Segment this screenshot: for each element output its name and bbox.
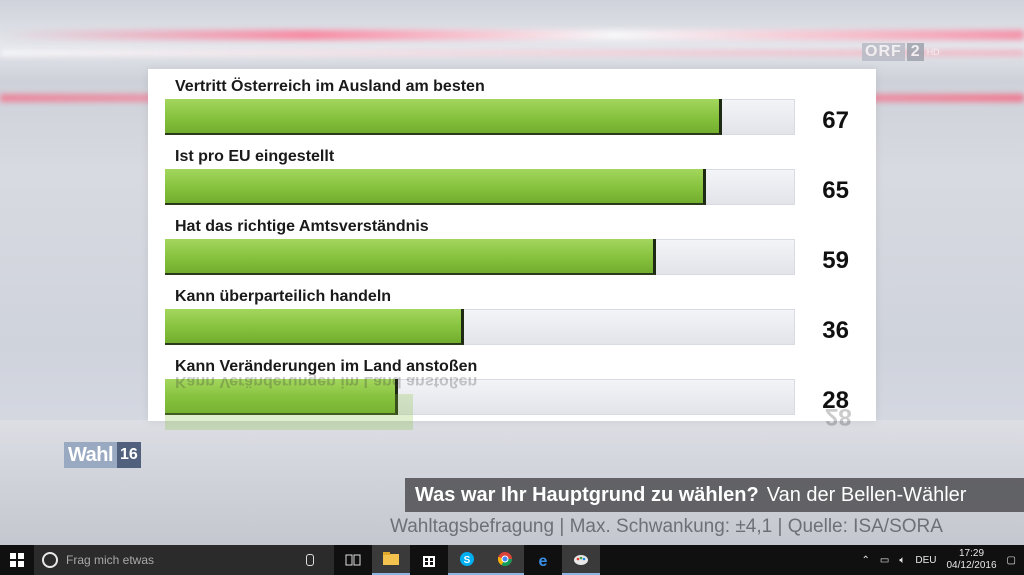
wahl-logo-word: Wahl <box>64 442 118 468</box>
caption-segment: Van der Bellen-Wähler <box>766 484 967 506</box>
caption-question: Was war Ihr Hauptgrund zu wählen? <box>415 484 759 506</box>
cortana-search-box[interactable]: Frag mich etwas <box>34 545 334 575</box>
system-tray: ⌃ ▭ 🔈︎ DEU 17:29 04/12/2016 ▢ <box>862 548 1024 572</box>
bar <box>165 169 706 205</box>
clock-date: 04/12/2016 <box>946 560 997 571</box>
reflection-value: 28 <box>825 403 852 430</box>
orf-logo-number: 2 <box>906 43 924 61</box>
cortana-icon <box>42 552 58 568</box>
svg-text:e: e <box>539 553 548 568</box>
orf-logo-text: ORF <box>862 43 905 61</box>
orf-logo-hd: HD <box>926 47 940 57</box>
bar <box>165 239 656 275</box>
clock-time: 17:29 <box>959 548 985 559</box>
microphone-icon[interactable] <box>306 554 314 566</box>
search-placeholder: Frag mich etwas <box>66 553 155 567</box>
background-streak <box>0 30 1024 40</box>
bar <box>165 309 464 345</box>
notification-icon[interactable]: ▢ <box>1006 554 1016 566</box>
skype-icon[interactable]: S <box>448 545 486 575</box>
bar-label: Kann überparteilich handeln <box>175 288 392 305</box>
bar <box>165 379 398 415</box>
background-streak <box>0 50 1024 56</box>
caption-bar: Was war Ihr Hauptgrund zu wählen? Van der… <box>405 478 1024 512</box>
caption-source: Wahltagsbefragung | Max. Schwankung: ±4,… <box>390 516 943 537</box>
start-button[interactable] <box>0 545 34 575</box>
reflection-label: Kann Veränderungen im Land anstoßen <box>175 373 478 390</box>
orf2-logo: ORF 2 HD <box>862 42 940 62</box>
chevron-up-icon[interactable]: ⌃ <box>861 554 870 566</box>
store-icon[interactable] <box>410 545 448 575</box>
chrome-icon[interactable] <box>486 545 524 575</box>
windows-taskbar: Frag mich etwas S e ⌃ ▭ 🔈︎ DEU 17:29 04/… <box>0 545 1024 575</box>
task-view-icon[interactable] <box>334 545 372 575</box>
volume-icon[interactable]: 🔈︎ <box>899 554 906 566</box>
svg-text:S: S <box>464 555 471 566</box>
windows-icon <box>10 553 24 567</box>
clock[interactable]: 17:29 04/12/2016 <box>946 548 996 572</box>
bar-label: Vertritt Österreich im Ausland am besten <box>175 78 485 95</box>
paint-icon[interactable] <box>562 545 600 575</box>
file-explorer-icon[interactable] <box>372 545 410 575</box>
bar-value-label: 67 <box>797 104 855 138</box>
language-indicator[interactable]: DEU <box>915 554 937 566</box>
battery-icon[interactable]: ▭ <box>879 554 890 566</box>
bar-label: Kann Veränderungen im Land anstoßen <box>175 358 478 375</box>
bar <box>165 99 722 135</box>
wahl-logo-year: 16 <box>117 442 141 468</box>
bar-label: Ist pro EU eingestellt <box>175 148 335 165</box>
reflection-bar <box>165 394 413 430</box>
bar-label: Hat das richtige Amtsverständnis <box>175 218 429 235</box>
edge-icon[interactable]: e <box>524 545 562 575</box>
wahl16-logo: Wahl 16 <box>64 442 141 468</box>
